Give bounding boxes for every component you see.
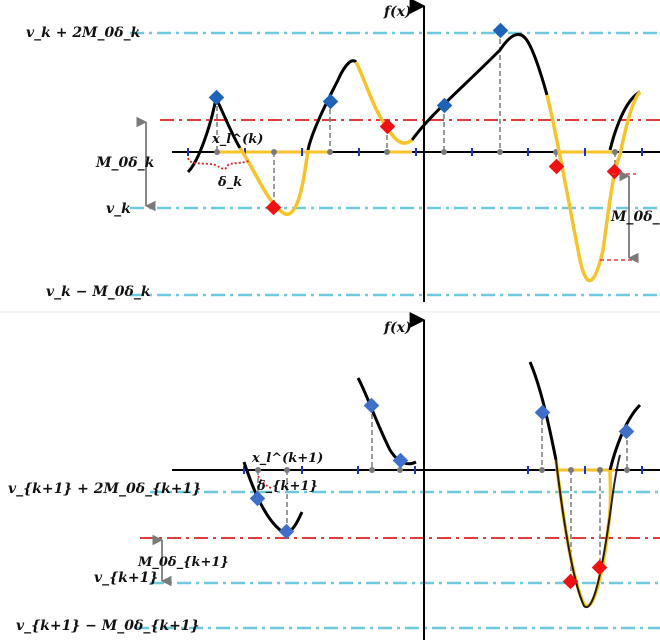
bottom-step-label: δ_{k+1} xyxy=(256,479,318,494)
bottom-point-label: x_l^(k+1) xyxy=(251,451,323,466)
top-upper-level-label: v_k + 2M_0δ_k xyxy=(26,25,141,41)
top-dim-right xyxy=(600,170,639,264)
top-base-level-label: v_k xyxy=(106,201,131,217)
top-curve-yellow xyxy=(238,61,642,283)
bottom-upper-level-label: v_{k+1} + 2M_0δ_{k+1} xyxy=(8,481,201,497)
bottom-axis-label: f(x) xyxy=(383,320,412,336)
bottom-panel: f(x) v_{k+1} + 2M_0δ_{k+1} M_0δ_{k+1} v_… xyxy=(8,312,660,640)
bottom-axis-ticks xyxy=(243,466,643,474)
bottom-dim-left-label: M_0δ_{k+1} xyxy=(137,555,229,570)
top-point-label: x_l^(k) xyxy=(211,132,263,147)
top-delta-brace xyxy=(187,157,251,170)
bottom-lower-level-label: v_{k+1} − M_0δ_{k+1} xyxy=(16,618,200,634)
top-grid-dots xyxy=(214,149,618,155)
bottom-curve-black-dip xyxy=(555,454,621,609)
bottom-delta-brace xyxy=(257,475,272,489)
top-lower-level-label: v_k − M_0δ_k xyxy=(46,284,151,300)
top-axis-ticks xyxy=(187,148,643,156)
top-markers xyxy=(208,22,623,216)
top-panel: f(x) v_k + 2M_0δ_k M_0δ_k v_k v_k − M_0δ… xyxy=(26,0,660,302)
bottom-grid-dots xyxy=(255,467,630,473)
top-step-label: δ_k xyxy=(217,175,242,190)
top-axis-label: f(x) xyxy=(383,4,412,20)
bottom-curve-black xyxy=(242,361,642,534)
bottom-base-level-label: v_{k+1} xyxy=(94,570,158,586)
top-dim-right-label: M_0δ_k xyxy=(610,209,660,225)
top-dim-left-label: M_0δ_k xyxy=(95,155,155,171)
